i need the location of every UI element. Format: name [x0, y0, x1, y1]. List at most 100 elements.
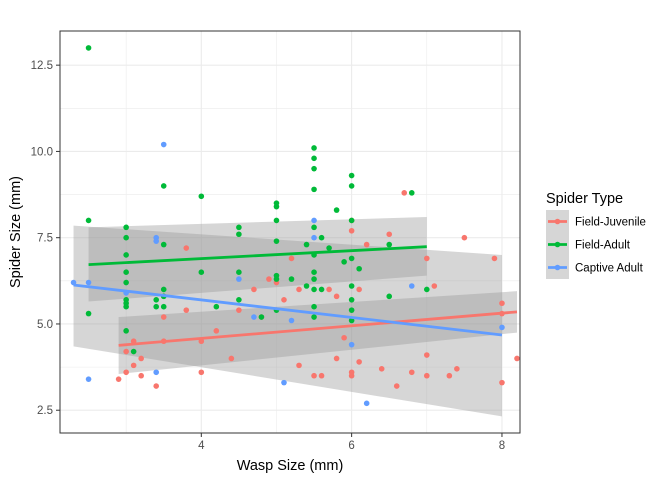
point-field-adult	[160, 183, 167, 189]
point-field-adult	[273, 203, 280, 210]
point-field-juvenile	[138, 355, 144, 362]
point-field-adult	[311, 145, 317, 151]
point-captive-adult	[251, 314, 257, 320]
point-field-adult	[153, 297, 160, 303]
point-captive-adult	[160, 141, 167, 148]
point-field-adult	[236, 297, 242, 303]
point-field-adult	[333, 207, 340, 213]
point-captive-adult	[499, 324, 505, 331]
point-field-juvenile	[499, 300, 505, 307]
point-field-adult	[348, 255, 355, 262]
x-tick-label: 6	[348, 440, 354, 452]
point-field-juvenile	[378, 366, 385, 372]
confidence-band-field-juvenile	[118, 291, 517, 374]
point-field-adult	[160, 241, 167, 248]
point-captive-adult	[348, 341, 355, 348]
y-tick-label: 2.5	[37, 405, 53, 417]
point-field-adult	[123, 252, 129, 258]
point-field-juvenile	[333, 293, 340, 300]
point-field-juvenile	[130, 362, 137, 369]
point-field-adult	[85, 45, 92, 51]
point-field-juvenile	[356, 286, 362, 293]
point-field-adult	[236, 231, 242, 238]
point-field-adult	[85, 217, 92, 224]
point-field-juvenile	[198, 369, 205, 376]
point-field-juvenile	[236, 307, 242, 313]
fit-line-field-juvenile	[118, 310, 518, 347]
point-field-juvenile	[356, 359, 362, 365]
point-field-adult	[123, 269, 129, 276]
point-field-juvenile	[318, 372, 325, 379]
legend-key-point-field-adult	[554, 241, 561, 248]
point-field-adult	[288, 276, 295, 282]
point-field-juvenile	[123, 369, 129, 376]
point-field-juvenile	[446, 372, 453, 379]
point-field-juvenile	[431, 283, 438, 289]
fit-line-captive-adult	[73, 283, 503, 337]
plot-border	[59, 30, 521, 434]
point-field-adult	[311, 165, 317, 172]
point-field-adult	[198, 193, 205, 200]
point-captive-adult	[153, 369, 160, 376]
point-field-adult	[213, 303, 220, 310]
point-field-juvenile	[160, 314, 167, 320]
point-field-adult	[326, 245, 332, 251]
point-field-juvenile	[423, 352, 430, 358]
point-field-juvenile	[153, 383, 160, 389]
point-captive-adult	[408, 283, 415, 289]
point-captive-adult	[281, 379, 287, 386]
point-captive-adult	[363, 400, 370, 407]
point-field-adult	[311, 276, 317, 282]
point-field-juvenile	[423, 372, 430, 379]
confidence-band-field-adult	[88, 216, 427, 302]
point-field-adult	[348, 297, 355, 303]
y-tick-label: 12.5	[31, 60, 53, 72]
point-field-adult	[123, 224, 129, 231]
point-captive-adult	[85, 279, 92, 286]
point-field-juvenile	[499, 379, 505, 386]
point-field-adult	[311, 269, 317, 276]
confidence-band-captive-adult	[73, 225, 502, 417]
x-axis-ticks: 4 6 8	[198, 433, 505, 452]
point-field-juvenile	[296, 286, 302, 293]
point-field-adult	[273, 238, 280, 244]
point-captive-adult	[85, 376, 92, 382]
point-field-juvenile	[281, 297, 287, 303]
point-field-adult	[123, 279, 129, 286]
grid-minor	[60, 31, 520, 433]
point-field-juvenile	[183, 307, 190, 313]
point-field-adult	[386, 241, 393, 248]
point-field-juvenile	[326, 286, 332, 293]
point-field-adult	[160, 286, 167, 293]
point-field-adult	[311, 286, 317, 293]
point-field-adult	[236, 224, 242, 231]
legend-label-field-juvenile: Field-Juvenile	[575, 217, 646, 229]
point-field-adult	[348, 183, 355, 189]
plot-panel	[60, 31, 520, 433]
y-tick-label: 10.0	[31, 146, 53, 158]
point-field-adult	[198, 269, 205, 276]
point-field-adult	[303, 283, 310, 289]
y-axis-title: Spider Size (mm)	[8, 176, 24, 288]
point-field-juvenile	[348, 369, 355, 376]
legend-key-point-field-juvenile	[554, 218, 561, 225]
point-field-adult	[123, 234, 129, 241]
point-field-juvenile	[115, 376, 122, 382]
point-field-juvenile	[123, 348, 129, 355]
point-field-juvenile	[363, 241, 370, 248]
x-axis-title: Wasp Size (mm)	[237, 458, 344, 474]
point-field-adult	[160, 303, 167, 310]
point-field-adult	[130, 348, 137, 355]
grid-major	[60, 31, 520, 433]
data-points	[70, 45, 520, 407]
confidence-bands	[73, 216, 517, 417]
legend-label-captive-adult: Captive Adult	[575, 263, 644, 275]
point-field-adult	[348, 307, 355, 313]
point-field-juvenile	[266, 276, 272, 282]
point-field-adult	[123, 328, 129, 334]
legend-title: Spider Type	[546, 191, 623, 207]
x-tick-label: 8	[499, 440, 505, 452]
point-field-adult	[236, 269, 242, 276]
point-field-juvenile	[213, 328, 220, 334]
point-field-adult	[311, 224, 317, 231]
